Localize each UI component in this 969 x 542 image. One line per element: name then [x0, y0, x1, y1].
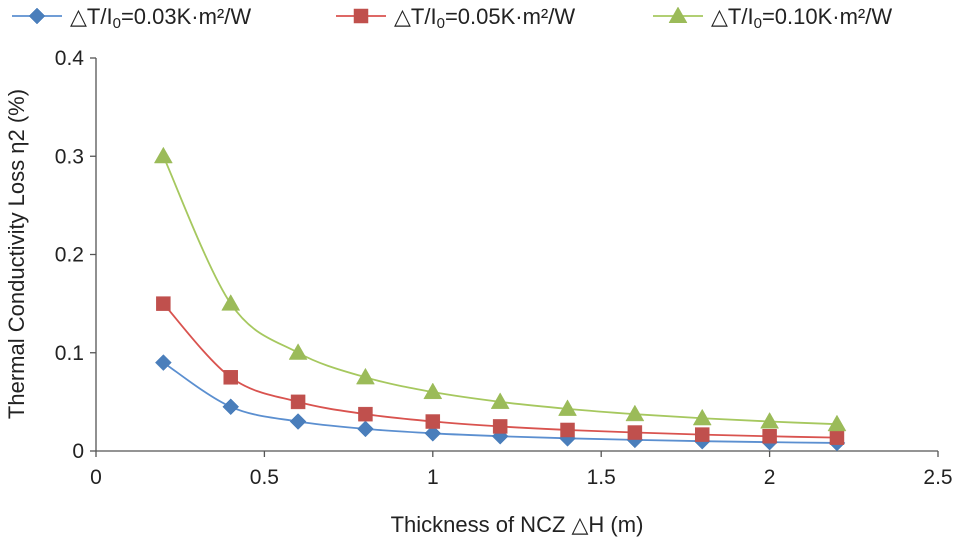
series-2-point — [829, 430, 845, 445]
legend-entry-1: △T/I0=0.03K·m²/W — [12, 4, 251, 32]
legend-marker — [353, 8, 369, 24]
series-1-point — [155, 354, 172, 371]
legend: △T/I0=0.03K·m²/W △T/I0=0.05K·m²/W △T/I0=0.… — [12, 4, 892, 32]
x-tick-label: 0.5 — [250, 466, 279, 489]
legend-label: △T/I0=0.05K·m²/W — [394, 4, 575, 32]
legend-entry-3: △T/I0=0.10K·m²/W — [653, 4, 892, 32]
series-3-point — [288, 343, 308, 360]
axes: 0 0.1 0.2 0.3 0.4 0 0.5 1 1.5 2 2.5 — [55, 47, 953, 489]
legend-marker — [668, 6, 688, 23]
series-2-point — [762, 429, 777, 444]
series-2-point — [223, 370, 238, 385]
series-3-point — [760, 412, 780, 429]
legend-label: △T/I0=0.10K·m²/W — [711, 4, 892, 32]
x-tick-label: 2 — [764, 466, 776, 489]
series-1-point — [289, 413, 307, 430]
x-tick-label: 2.5 — [923, 466, 952, 489]
series-1-point — [222, 398, 240, 416]
series-3-point — [625, 404, 645, 422]
series-3-point — [490, 392, 510, 409]
series-2-point — [627, 425, 643, 440]
series-markers — [153, 146, 847, 452]
series-3-point — [692, 408, 712, 426]
series-2-point — [290, 394, 306, 410]
series-3-line — [162, 155, 837, 426]
series-2-point — [425, 414, 441, 429]
x-tick-label: 0 — [90, 466, 102, 489]
y-tick-label: 0.3 — [55, 145, 84, 168]
series-3-point — [356, 367, 375, 385]
x-axis-title: Thickness of NCZ △H (m) — [391, 512, 644, 537]
series-3-point — [153, 146, 173, 164]
legend-label: △T/I0=0.03K·m²/W — [70, 4, 251, 32]
y-axis-title: Thermal Conductivity Loss η2 (%) — [4, 89, 29, 419]
x-tick-label: 1.5 — [587, 466, 616, 489]
series-1-point — [357, 420, 374, 438]
legend-marker — [28, 7, 46, 25]
y-tick-label: 0 — [72, 440, 84, 463]
series-2-point — [694, 427, 710, 442]
legend-entry-2: △T/I0=0.05K·m²/W — [336, 4, 575, 32]
y-tick-label: 0.4 — [55, 47, 85, 70]
series-2-point — [492, 419, 508, 434]
series-2-point — [156, 296, 171, 311]
x-tick-label: 1 — [427, 466, 439, 489]
series-3-point — [827, 414, 847, 432]
series-2-point — [560, 422, 575, 438]
y-tick-label: 0.2 — [55, 244, 84, 267]
series-3-point — [423, 382, 443, 400]
series-2-point — [358, 406, 373, 422]
series-3-point — [221, 294, 241, 311]
y-tick-label: 0.1 — [55, 342, 84, 365]
series-3-point — [558, 399, 577, 416]
series-2-line — [162, 303, 837, 439]
series-1-point — [424, 424, 442, 442]
